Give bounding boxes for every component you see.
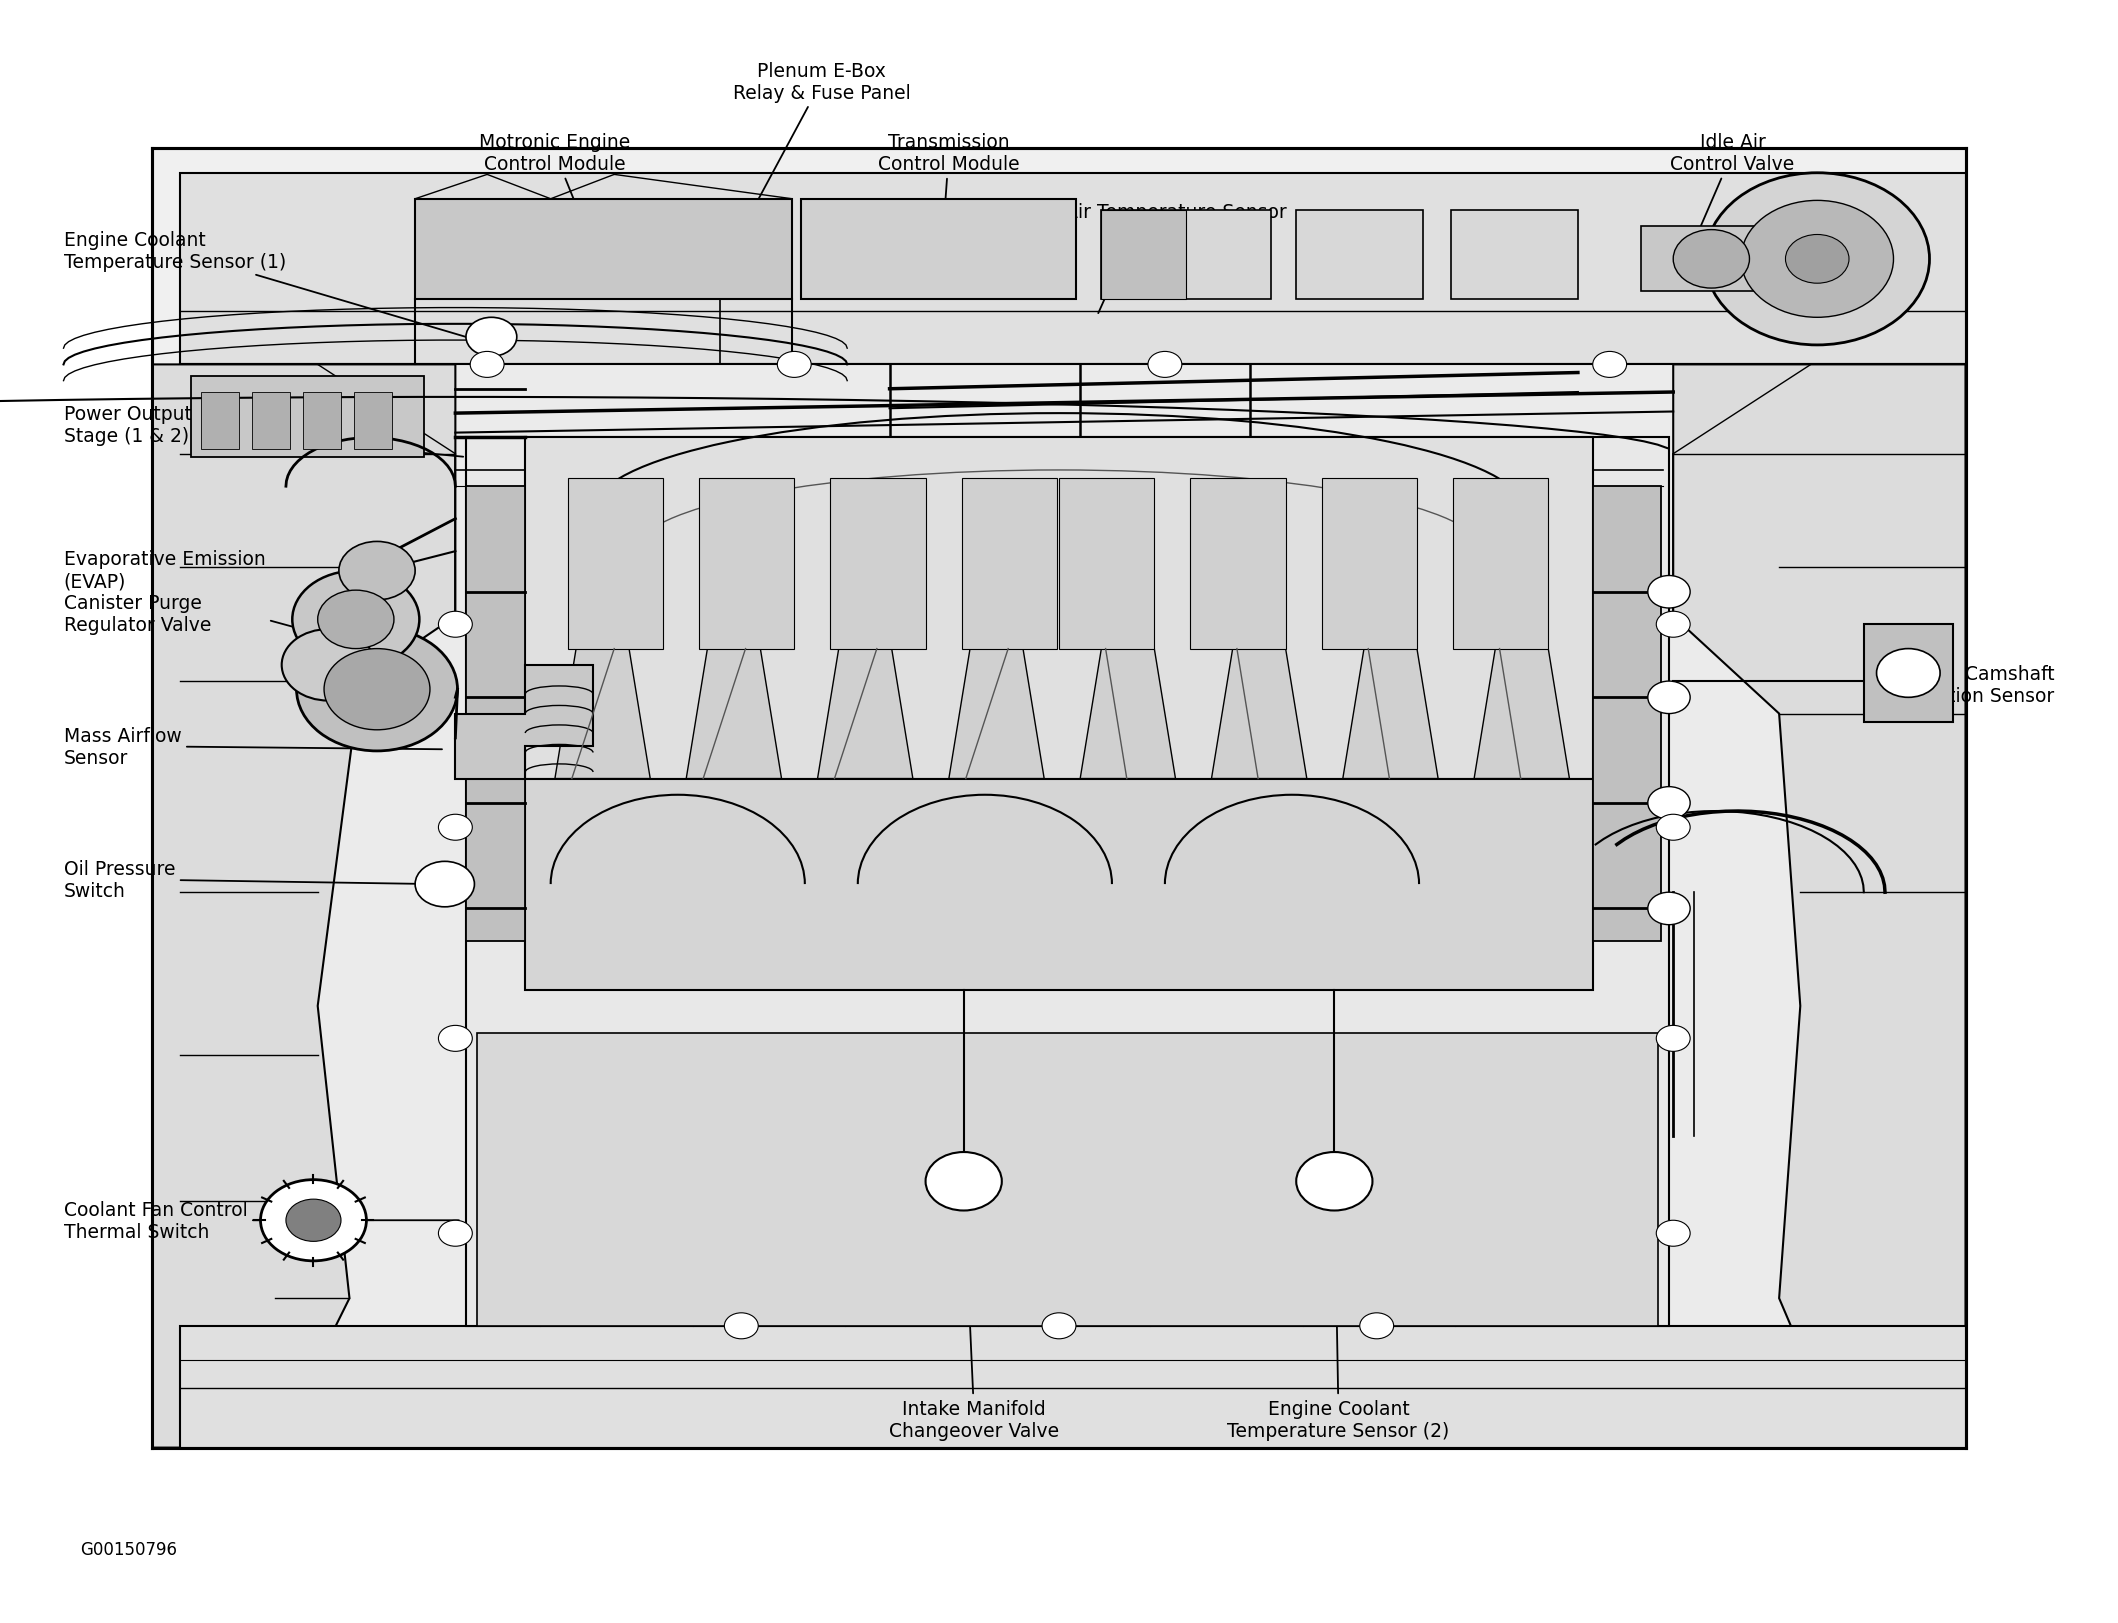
Text: Engine Coolant
Temperature Sensor (2): Engine Coolant Temperature Sensor (2) <box>1228 1185 1449 1440</box>
Bar <box>1453 479 1548 649</box>
Polygon shape <box>1673 365 1966 1448</box>
Circle shape <box>438 1026 472 1052</box>
Circle shape <box>297 628 457 751</box>
Bar <box>180 1326 1966 1448</box>
Circle shape <box>438 1220 472 1246</box>
Bar <box>1059 479 1154 649</box>
Circle shape <box>1656 1026 1690 1052</box>
Polygon shape <box>152 149 1966 1448</box>
Text: Plenum E-Box
Relay & Fuse Panel: Plenum E-Box Relay & Fuse Panel <box>733 62 911 221</box>
Polygon shape <box>525 779 1593 990</box>
Circle shape <box>292 571 419 669</box>
Bar <box>1451 211 1578 300</box>
Text: Intake Manifold
Changeover Valve: Intake Manifold Changeover Valve <box>890 1188 1059 1440</box>
Bar <box>1101 211 1271 300</box>
Bar <box>252 393 290 450</box>
Circle shape <box>438 612 472 638</box>
Circle shape <box>1648 682 1690 714</box>
Circle shape <box>318 591 394 649</box>
Circle shape <box>1656 815 1690 841</box>
Circle shape <box>415 862 474 907</box>
Circle shape <box>1705 174 1929 346</box>
Bar <box>962 479 1057 649</box>
Circle shape <box>261 1180 366 1261</box>
Polygon shape <box>466 438 1669 1326</box>
Text: Power Output
Stage (1 & 2): Power Output Stage (1 & 2) <box>64 404 464 458</box>
Circle shape <box>1648 576 1690 609</box>
Polygon shape <box>180 365 1966 1448</box>
Circle shape <box>339 542 415 601</box>
Circle shape <box>470 352 504 378</box>
Bar <box>180 174 1966 365</box>
Polygon shape <box>1211 649 1307 779</box>
Text: Transmission
Control Module: Transmission Control Module <box>879 133 1019 297</box>
Bar <box>1296 211 1423 300</box>
Bar <box>1101 211 1186 300</box>
Circle shape <box>1877 649 1940 698</box>
Circle shape <box>1656 1220 1690 1246</box>
Text: Camshaft
Position Sensor: Camshaft Position Sensor <box>1904 664 2054 706</box>
Circle shape <box>777 352 811 378</box>
Circle shape <box>282 630 375 701</box>
Circle shape <box>1741 201 1893 318</box>
Circle shape <box>724 1313 758 1339</box>
Polygon shape <box>949 649 1044 779</box>
Circle shape <box>438 815 472 841</box>
Text: Idle Air
Control Valve: Idle Air Control Valve <box>1671 133 1794 273</box>
Polygon shape <box>152 365 455 1448</box>
Polygon shape <box>555 649 650 779</box>
Circle shape <box>1648 893 1690 925</box>
Circle shape <box>1360 1313 1394 1339</box>
Circle shape <box>286 1199 341 1242</box>
Bar <box>191 377 424 458</box>
Bar <box>568 479 663 649</box>
Polygon shape <box>525 438 1593 779</box>
Text: Oil Pressure
Switch: Oil Pressure Switch <box>64 859 432 901</box>
Text: Mass Airflow
Sensor: Mass Airflow Sensor <box>64 725 443 768</box>
Polygon shape <box>818 649 913 779</box>
Bar <box>1864 625 1953 722</box>
Bar <box>1190 479 1286 649</box>
Text: Coolant Fan Control
Thermal Switch: Coolant Fan Control Thermal Switch <box>64 1199 460 1242</box>
Bar <box>801 200 1076 300</box>
Circle shape <box>324 649 430 730</box>
Bar <box>201 393 239 450</box>
Circle shape <box>1656 612 1690 638</box>
Text: Engine Coolant
Temperature Sensor (1): Engine Coolant Temperature Sensor (1) <box>64 230 474 341</box>
Bar <box>303 393 341 450</box>
Bar <box>1322 479 1417 649</box>
Bar <box>1593 487 1661 941</box>
Text: Motronic Engine
Control Module: Motronic Engine Control Module <box>479 133 631 297</box>
Circle shape <box>1042 1313 1076 1339</box>
Polygon shape <box>455 665 593 779</box>
Circle shape <box>1785 235 1849 284</box>
Polygon shape <box>686 649 782 779</box>
Text: Intake Air Temperature Sensor: Intake Air Temperature Sensor <box>1002 203 1286 313</box>
Circle shape <box>926 1152 1002 1211</box>
Text: Evaporative Emission
(EVAP)
Canister Purge
Regulator Valve: Evaporative Emission (EVAP) Canister Pur… <box>64 550 407 659</box>
Bar <box>830 479 926 649</box>
Bar <box>1641 227 1779 292</box>
Bar <box>699 479 794 649</box>
Bar <box>354 393 392 450</box>
Bar <box>466 487 525 941</box>
Circle shape <box>1296 1152 1372 1211</box>
Circle shape <box>1648 787 1690 820</box>
Bar <box>415 200 792 300</box>
Circle shape <box>1148 352 1182 378</box>
Circle shape <box>466 318 517 357</box>
Polygon shape <box>1474 649 1569 779</box>
Polygon shape <box>1080 649 1175 779</box>
Circle shape <box>1673 230 1749 289</box>
Text: G00150796: G00150796 <box>80 1540 178 1558</box>
Bar <box>477 1034 1658 1326</box>
Polygon shape <box>1343 649 1438 779</box>
Circle shape <box>1593 352 1627 378</box>
